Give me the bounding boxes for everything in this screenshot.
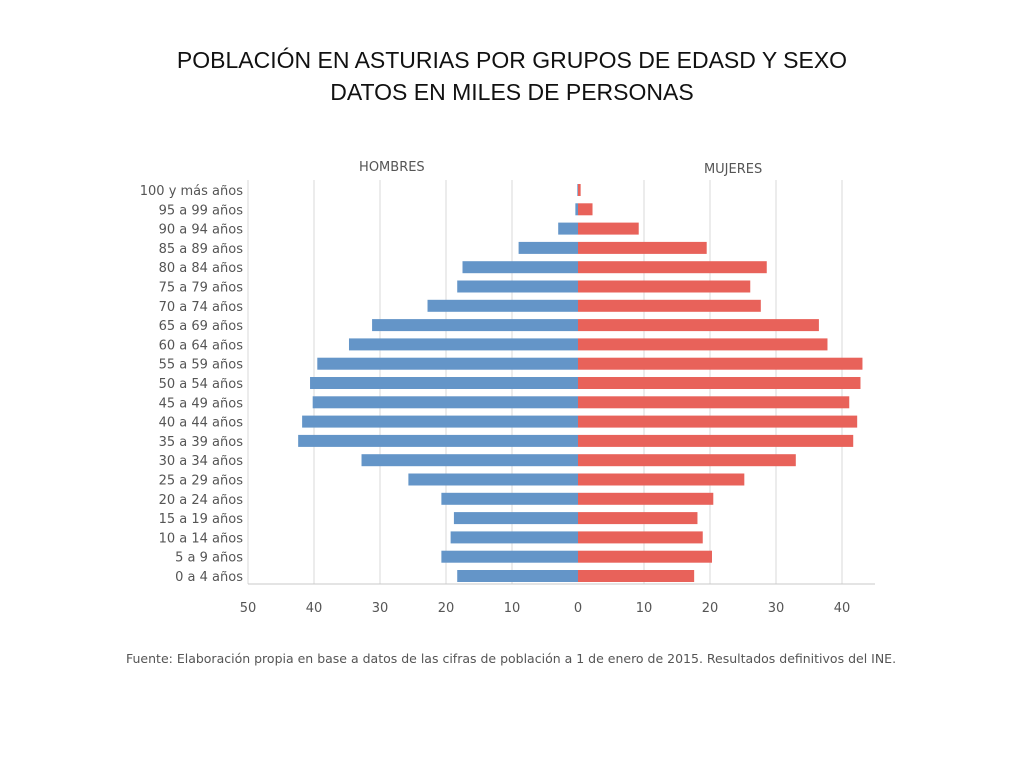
bar-mujeres — [578, 319, 819, 332]
bar-hombres — [312, 396, 578, 409]
category-label: 0 a 4 años — [175, 570, 243, 585]
category-label: 80 a 84 años — [159, 261, 244, 276]
bar-mujeres — [578, 357, 863, 370]
category-label: 65 a 69 años — [159, 319, 244, 334]
x-tick-label: 40 — [306, 601, 323, 616]
bar-mujeres — [578, 473, 745, 486]
category-label: 70 a 74 años — [159, 300, 244, 315]
bar-mujeres — [578, 415, 858, 428]
category-label: 25 a 29 años — [159, 474, 244, 489]
category-label: 40 a 44 años — [159, 416, 244, 431]
source-note: Fuente: Elaboración propia en base a dat… — [126, 651, 897, 666]
bar-mujeres — [578, 492, 714, 505]
bar-mujeres — [578, 434, 854, 447]
x-tick-label: 10 — [504, 601, 521, 616]
title-line-2: DATOS EN MILES DE PERSONAS — [330, 79, 694, 105]
bar-hombres — [577, 184, 578, 196]
category-label: 45 a 49 años — [159, 396, 244, 411]
x-tick-label: 50 — [240, 601, 257, 616]
bar-hombres — [310, 377, 578, 389]
bar-mujeres — [578, 512, 698, 525]
bar-mujeres — [578, 550, 712, 563]
category-label: 75 a 79 años — [159, 281, 244, 296]
bar-hombres — [408, 473, 578, 486]
bar-hombres — [441, 550, 578, 563]
bar-mujeres — [578, 377, 861, 389]
bar-mujeres — [578, 454, 796, 467]
category-label: 10 a 14 años — [159, 531, 244, 546]
category-label: 30 a 34 años — [159, 454, 244, 469]
category-label: 5 a 9 años — [175, 551, 243, 566]
bar-hombres — [453, 512, 578, 525]
bar-hombres — [348, 338, 578, 351]
bar-hombres — [317, 357, 578, 370]
x-tick-label: 10 — [636, 601, 653, 616]
bar-hombres — [450, 531, 578, 544]
bar-mujeres — [578, 280, 751, 293]
bar-mujeres — [578, 299, 761, 312]
category-label: 60 a 64 años — [159, 338, 244, 353]
x-tick-label: 0 — [574, 601, 582, 616]
bar-hombres — [298, 434, 578, 447]
bar-mujeres — [578, 531, 703, 544]
bar-hombres — [518, 241, 578, 254]
slide-title: POBLACIÓN EN ASTURIAS POR GRUPOS DE EDAS… — [0, 44, 1024, 108]
category-label: 85 a 89 años — [159, 242, 244, 257]
title-line-1: POBLACIÓN EN ASTURIAS POR GRUPOS DE EDAS… — [176, 47, 848, 73]
bar-hombres — [441, 492, 578, 505]
bar-hombres — [558, 222, 578, 235]
bar-mujeres — [578, 261, 767, 274]
bar-mujeres — [578, 570, 695, 582]
x-tick-label: 30 — [768, 601, 785, 616]
bar-hombres — [372, 319, 578, 332]
bar-mujeres — [578, 184, 581, 196]
bar-hombres — [575, 203, 578, 216]
series-label-mujeres: MUJERES — [704, 162, 762, 177]
bar-hombres — [457, 570, 578, 582]
bar-hombres — [457, 280, 578, 293]
x-tick-label: 20 — [438, 601, 455, 616]
x-tick-label: 30 — [372, 601, 389, 616]
series-label-hombres: HOMBRES — [359, 160, 425, 175]
bar-mujeres — [578, 203, 593, 216]
category-label: 100 y más años — [140, 184, 243, 199]
bar-hombres — [361, 454, 578, 467]
x-tick-label: 40 — [834, 601, 851, 616]
bar-hombres — [302, 415, 578, 428]
bar-mujeres — [578, 241, 707, 254]
category-label: 55 a 59 años — [159, 358, 244, 373]
bar-mujeres — [578, 338, 828, 351]
bar-mujeres — [578, 396, 850, 409]
category-label: 90 a 94 años — [159, 223, 244, 238]
category-label: 50 a 54 años — [159, 377, 244, 392]
bar-hombres — [462, 261, 578, 274]
category-label: 15 a 19 años — [159, 512, 244, 527]
category-label: 95 a 99 años — [159, 203, 244, 218]
category-label: 35 a 39 años — [159, 435, 244, 450]
category-label: 20 a 24 años — [159, 493, 244, 508]
bar-mujeres — [578, 222, 639, 235]
x-tick-label: 20 — [702, 601, 719, 616]
bar-hombres — [427, 299, 578, 312]
